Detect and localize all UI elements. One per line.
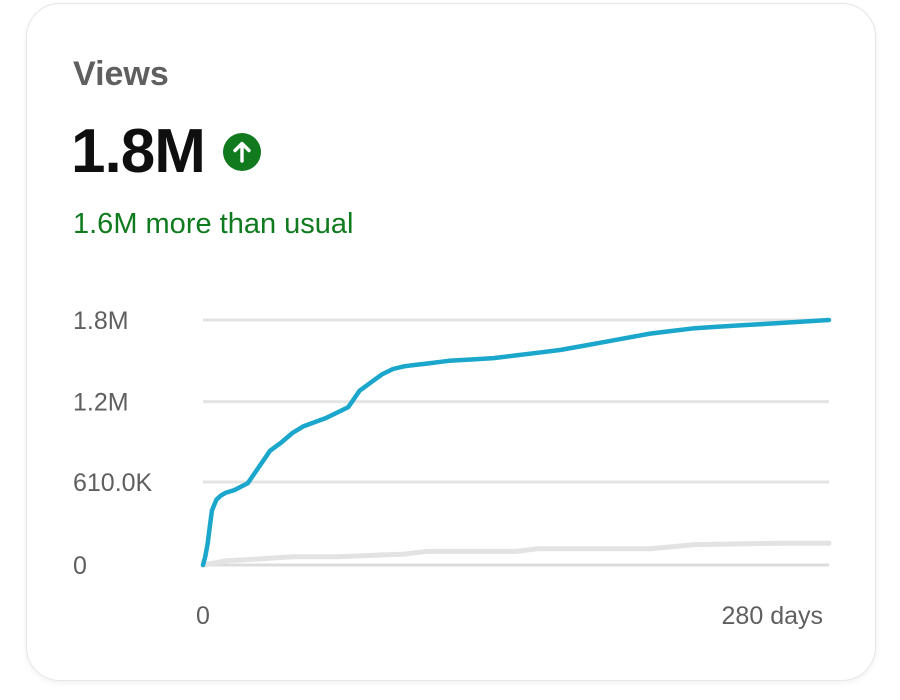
y-tick-label: 1.2M bbox=[73, 389, 129, 417]
views-line-chart: 0 610.0K 1.2M 1.8M 0 280 days bbox=[73, 307, 832, 630]
y-tick-label: 0 bbox=[73, 552, 87, 580]
arrow-up-circle-icon bbox=[222, 133, 261, 171]
x-tick-label: 0 bbox=[196, 602, 210, 630]
card-title: Views bbox=[73, 55, 169, 93]
comparison-text: 1.6M more than usual bbox=[73, 208, 354, 240]
views-card: Views 1.8M 1.6M more than usual 0 610.0K 1… bbox=[26, 3, 876, 681]
typical-range-series-line bbox=[200, 540, 832, 568]
y-tick-label: 1.8M bbox=[73, 307, 129, 335]
y-tick-label: 610.0K bbox=[73, 469, 153, 497]
metric-row: 1.8M bbox=[71, 114, 261, 190]
views-series-line bbox=[200, 317, 832, 568]
metric-value: 1.8M bbox=[71, 117, 206, 186]
x-tick-label: 280 days bbox=[722, 602, 823, 630]
